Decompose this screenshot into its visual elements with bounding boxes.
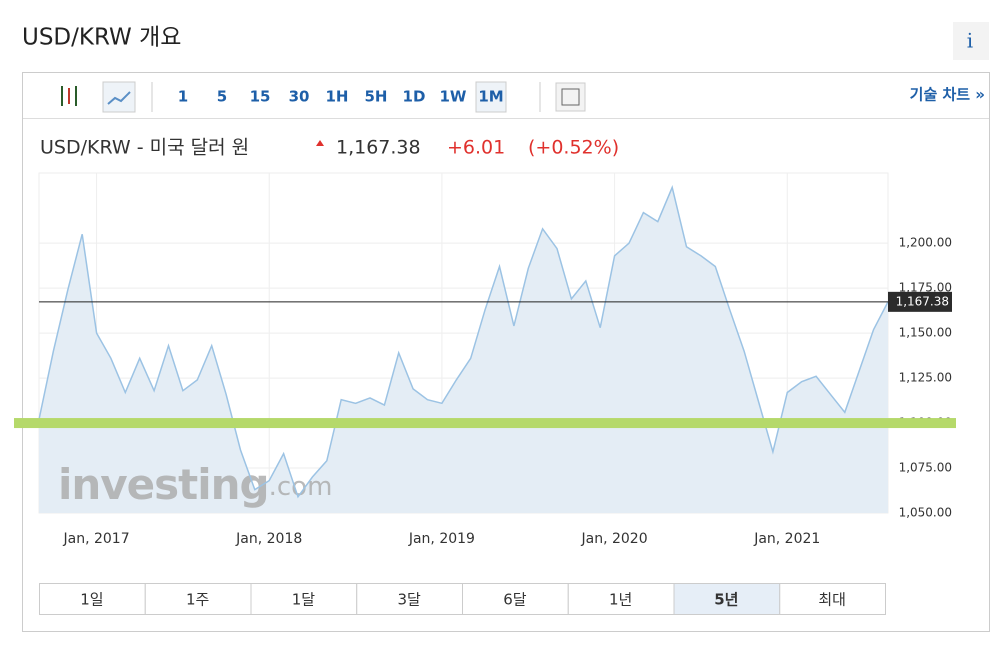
x-tick-label: Jan, 2019 xyxy=(408,531,475,547)
period-tab[interactable] xyxy=(673,583,781,615)
y-tick-label: 1,150.00 xyxy=(899,326,952,340)
quote-name: USD/KRW - 미국 달러 원 xyxy=(40,137,249,159)
line-icon[interactable] xyxy=(102,81,136,113)
period-tab[interactable] xyxy=(144,583,252,615)
info-icon: i xyxy=(967,29,973,53)
period-tab[interactable] xyxy=(567,583,675,615)
interval-button[interactable]: 1W xyxy=(440,88,467,106)
quote-change: +6.01 xyxy=(447,137,505,159)
y-tick-label: 1,175.00 xyxy=(899,281,952,295)
period-tab-label: 6달 xyxy=(503,591,527,609)
up-arrow xyxy=(316,140,324,146)
period-tab-label: 1주 xyxy=(186,591,209,609)
period-tab-label: 최대 xyxy=(818,591,846,609)
interval-button[interactable]: 5 xyxy=(217,88,227,106)
x-tick-label: Jan, 2020 xyxy=(581,531,648,547)
price-line-series xyxy=(38,185,889,499)
current-price-label: 1,167.38 xyxy=(896,294,949,308)
candle-icon[interactable] xyxy=(61,86,77,106)
interval-button[interactable]: 15 xyxy=(250,88,271,106)
x-tick-label: Jan, 2018 xyxy=(235,531,302,547)
period-tab[interactable] xyxy=(462,583,569,615)
interval-selected-bg xyxy=(475,81,507,113)
period-tab-label: 5년 xyxy=(714,591,738,609)
period-tab-label: 1일 xyxy=(80,591,103,609)
period-tab-label: 3달 xyxy=(397,591,421,609)
watermark-suffix: .com xyxy=(269,472,333,502)
y-tick-label: 1,075.00 xyxy=(899,461,952,475)
y-tick-label: 1,050.00 xyxy=(899,506,952,520)
interval-button[interactable]: 1D xyxy=(403,88,426,106)
y-tick-label: 1,125.00 xyxy=(899,371,952,385)
quote-price: 1,167.38 xyxy=(336,137,421,159)
watermark: investing.com xyxy=(58,460,332,509)
info-button[interactable] xyxy=(953,22,989,60)
period-tab[interactable] xyxy=(250,583,358,615)
current-price-tag xyxy=(888,291,952,312)
calendar-button[interactable] xyxy=(555,82,586,112)
y-tick-label: 1,200.00 xyxy=(899,236,952,250)
highlight-band xyxy=(14,418,956,429)
quote-change-pct: (+0.52%) xyxy=(528,137,619,159)
interval-button[interactable]: 1M xyxy=(478,88,503,106)
page-title: USD/KRW 개요 xyxy=(22,25,181,51)
period-tab[interactable] xyxy=(356,583,463,615)
period-tab-label: 1년 xyxy=(609,591,632,609)
x-tick-label: Jan, 2017 xyxy=(62,531,129,547)
interval-button[interactable]: 5H xyxy=(365,88,388,106)
interval-button[interactable]: 1 xyxy=(178,88,188,106)
period-tab-label: 1달 xyxy=(292,591,316,609)
watermark-brand: investing xyxy=(58,460,269,509)
interval-button[interactable]: 30 xyxy=(289,88,310,106)
interval-button[interactable]: 1H xyxy=(326,88,349,106)
technical-chart-link[interactable]: 기술 차트 » xyxy=(910,86,985,104)
line-icon-glyph xyxy=(107,91,131,105)
x-tick-label: Jan, 2021 xyxy=(753,531,820,547)
panel xyxy=(22,72,990,632)
calendar-glyph xyxy=(561,88,580,106)
period-tab[interactable] xyxy=(779,583,886,615)
area-fill xyxy=(39,187,888,513)
